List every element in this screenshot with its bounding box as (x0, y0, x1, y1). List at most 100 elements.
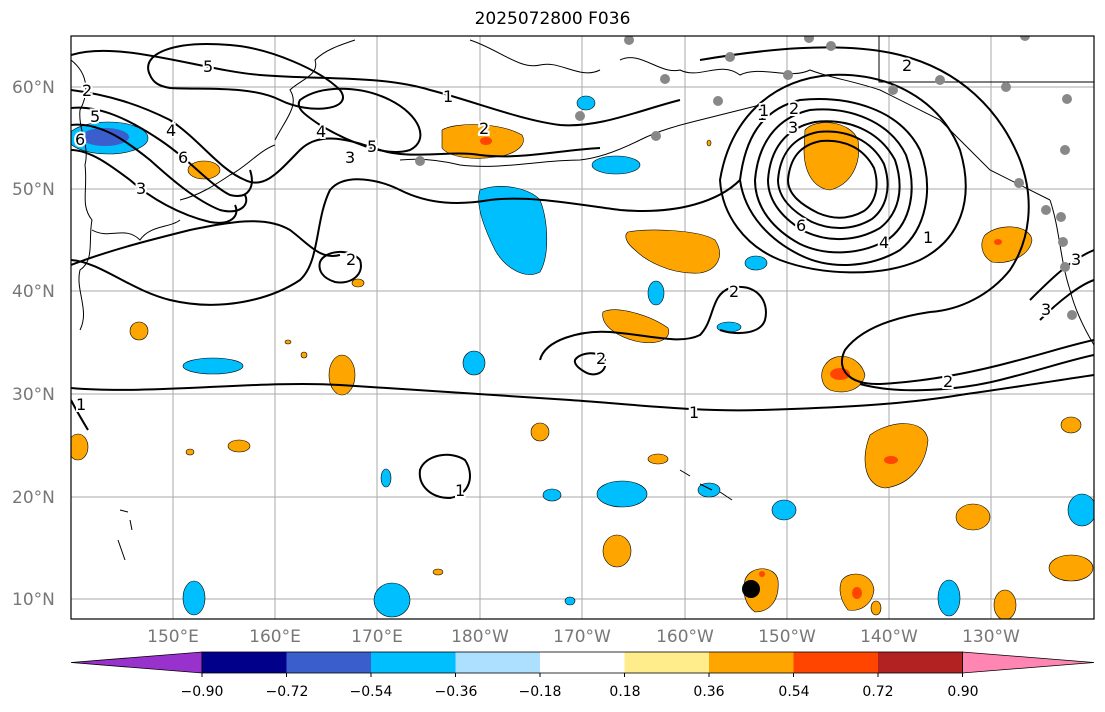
lat-label: 30°N (12, 385, 55, 405)
map-frame (70, 35, 1095, 620)
positive-anomaly (284, 339, 292, 345)
station-marker (783, 70, 793, 80)
station-marker (1041, 205, 1051, 215)
positive-anomaly (870, 600, 882, 616)
station-marker (415, 156, 425, 166)
station-marker (624, 36, 634, 45)
contour-label: 1 (689, 403, 699, 422)
colorbar-segment (878, 652, 963, 673)
station-marker (935, 75, 945, 85)
negative-anomaly (373, 582, 411, 618)
positive-anomaly (432, 568, 444, 576)
station-marker (1060, 262, 1070, 272)
contour-label: 6 (75, 130, 85, 149)
negative-anomaly (380, 468, 392, 488)
colorbar-label: −0.90 (181, 684, 224, 700)
station-marker (713, 96, 723, 106)
colorbar-label: 0.72 (862, 684, 893, 700)
contour-label: 4 (879, 233, 889, 252)
positive-anomaly (993, 589, 1017, 619)
positive-anomaly (994, 239, 1002, 245)
station-marker (651, 131, 661, 141)
station-marker (1060, 145, 1070, 155)
colorbar-segment (202, 652, 287, 673)
negative-anomaly (182, 357, 244, 375)
contour-label: 3 (136, 179, 146, 198)
contour-label: 3 (345, 148, 355, 167)
lat-label: 60°N (12, 78, 55, 98)
negative-anomaly (81, 128, 129, 146)
negative-anomaly (647, 280, 665, 306)
negative-anomaly (697, 482, 721, 498)
lon-label: 180°W (451, 627, 509, 647)
contour-label: 3 (788, 118, 798, 137)
positive-anomaly (743, 568, 779, 613)
positive-anomaly (625, 229, 720, 274)
colorbar-extend-low (70, 651, 203, 674)
positive-anomaly (71, 433, 89, 461)
positive-anomaly (647, 453, 669, 465)
contour-label: 1 (759, 101, 769, 120)
positive-anomaly (300, 351, 308, 359)
contour-label: 2 (902, 56, 912, 75)
negative-anomaly (937, 579, 961, 617)
colorbar-label: −0.54 (350, 684, 393, 700)
contour-label: 5 (203, 57, 213, 76)
lat-label: 20°N (12, 488, 55, 508)
longitude-labels: 150°E 160°E 170°E 180°W 170°W 160°W 150°… (147, 627, 1020, 647)
station-marker (725, 52, 735, 62)
contour-label: 5 (367, 137, 377, 156)
colorbar-label: −0.36 (435, 684, 478, 700)
positive-anomaly (480, 137, 492, 145)
contour-labels: 5 2 5 6 4 6 3 2 4 3 5 1 2 1 2 3 6 4 1 2 … (73, 54, 1083, 502)
colorbar-labels: −0.90 −0.72 −0.54 −0.36 −0.18 0.18 0.36 … (181, 684, 979, 700)
positive-anomaly (1048, 554, 1094, 582)
colorbar-outline (201, 651, 963, 674)
contour-label: 2 (729, 282, 739, 301)
contour-label: 2 (943, 372, 953, 391)
positive-anomaly (955, 503, 991, 531)
contour-label: 2 (479, 119, 489, 138)
coastlines (71, 36, 1094, 561)
contour-label: 2 (82, 81, 92, 100)
station-marker (1067, 310, 1077, 320)
positive-anomaly (864, 423, 929, 489)
lon-label: 170°E (351, 627, 403, 647)
colorbar-label: 0.54 (778, 684, 809, 700)
colorbar-label: −0.72 (266, 684, 309, 700)
colorbar-label: 0.18 (609, 684, 640, 700)
lon-label: 160°W (656, 627, 714, 647)
contour-label: 1 (443, 87, 453, 106)
positive-anomaly (185, 448, 195, 456)
positive-anomaly (351, 278, 365, 288)
colorbar-segment (709, 652, 794, 673)
latitude-labels: 10°N 20°N 30°N 40°N 50°N 60°N (12, 78, 55, 610)
colorbar-segment (371, 652, 456, 673)
negative-anomaly (576, 95, 596, 111)
colorbar-segment (455, 652, 540, 673)
negative-anomaly (478, 186, 548, 275)
shaded-anomalies (71, 95, 1094, 619)
contour-label: 2 (596, 349, 606, 368)
contour-label: 1 (455, 481, 465, 500)
contour-label: 4 (166, 121, 176, 140)
positive-anomaly (328, 354, 356, 396)
positive-anomaly (759, 571, 765, 577)
negative-anomaly (1067, 493, 1094, 527)
station-marker (1058, 237, 1068, 247)
positive-anomaly (852, 587, 862, 599)
colorbar-segment (540, 652, 625, 673)
lon-label: 160°E (249, 627, 301, 647)
negative-anomaly (542, 488, 562, 502)
lat-label: 50°N (12, 180, 55, 200)
negative-anomaly (564, 596, 576, 606)
station-marker (826, 41, 836, 51)
negative-anomaly (771, 499, 797, 521)
lon-label: 140°W (860, 627, 918, 647)
station-markers (415, 36, 1077, 320)
lon-label: 150°E (147, 627, 199, 647)
negative-anomaly (744, 255, 768, 271)
lon-label: 170°W (553, 627, 611, 647)
contour-label: 2 (789, 99, 799, 118)
contour-label: 1 (76, 395, 86, 414)
